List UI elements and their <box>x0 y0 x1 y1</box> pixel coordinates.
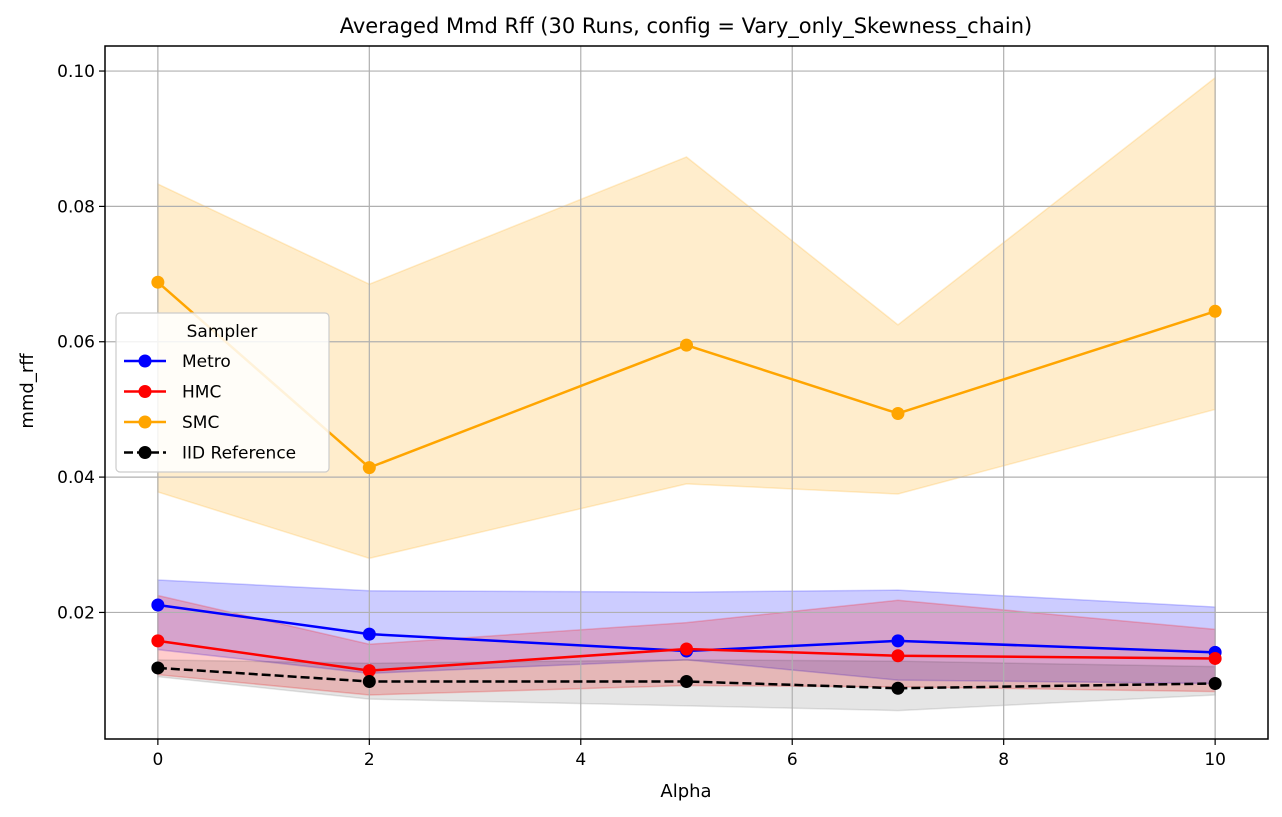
legend-label-smc: SMC <box>182 413 219 433</box>
x-tick-label: 4 <box>575 750 586 770</box>
x-tick-label: 2 <box>364 750 375 770</box>
point-smc <box>362 461 376 475</box>
legend-marker-smc <box>138 415 152 429</box>
y-tick-label: 0.08 <box>57 197 95 217</box>
y-axis-label: mmd_rff <box>17 353 38 429</box>
point-hmc <box>151 634 165 648</box>
point-iid-reference <box>362 674 376 688</box>
chart-title: Averaged Mmd Rff (30 Runs, config = Vary… <box>340 14 1033 39</box>
y-tick-label: 0.06 <box>57 333 95 353</box>
legend: Sampler Metro HMC SMC IID Reference <box>115 312 330 473</box>
y-tick-label: 0.10 <box>57 62 95 82</box>
point-iid-reference <box>151 661 165 675</box>
point-hmc <box>1208 651 1222 665</box>
series-points <box>151 275 1222 695</box>
point-iid-reference <box>680 674 693 688</box>
line-iid-reference <box>157 666 1216 690</box>
point-smc <box>680 338 693 352</box>
point-hmc <box>680 642 693 656</box>
point-metro <box>151 598 165 612</box>
legend-marker-metro <box>138 354 152 368</box>
point-smc <box>151 275 165 289</box>
legend-label-metro: Metro <box>182 352 231 372</box>
legend-marker-iid-reference <box>138 446 152 459</box>
x-axis-label: Alpha <box>660 781 711 802</box>
point-hmc <box>362 664 376 678</box>
legend-box <box>115 312 330 473</box>
point-hmc <box>891 649 905 663</box>
x-tick-label: 8 <box>998 750 1009 770</box>
legend-label-iid-reference: IID Reference <box>182 444 296 464</box>
y-axis-ticks: 0.02 0.04 0.06 0.08 0.10 <box>57 62 105 623</box>
x-tick-label: 10 <box>1204 750 1226 770</box>
legend-label-hmc: HMC <box>182 383 221 403</box>
legend-marker-hmc <box>138 385 152 398</box>
y-tick-label: 0.04 <box>57 468 95 488</box>
x-tick-label: 0 <box>152 750 163 770</box>
grid-lines <box>105 46 1268 739</box>
y-tick-label: 0.02 <box>57 603 95 623</box>
x-tick-label: 6 <box>787 750 798 770</box>
legend-title: Sampler <box>187 322 258 342</box>
x-axis-ticks: 0 2 4 6 8 10 <box>152 739 1226 770</box>
point-iid-reference <box>891 681 905 695</box>
point-iid-reference <box>1208 677 1222 691</box>
point-smc <box>1208 304 1222 318</box>
point-smc <box>891 406 905 420</box>
plot-frame <box>104 45 1269 740</box>
point-metro <box>891 634 905 648</box>
point-metro <box>362 627 376 641</box>
